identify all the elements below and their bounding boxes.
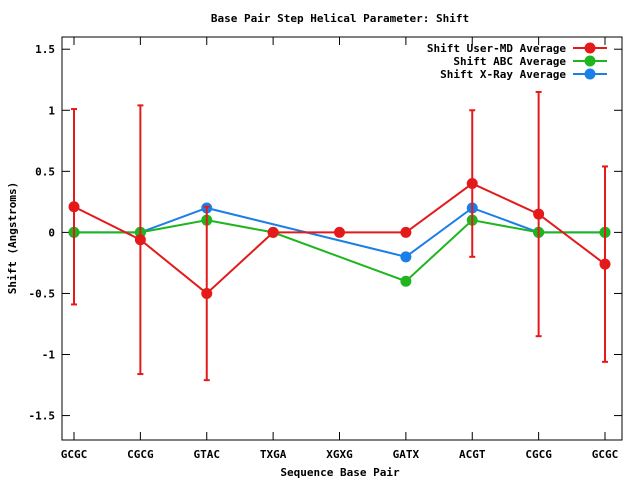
x-tick-label: CGCG bbox=[127, 448, 154, 461]
data-point bbox=[267, 226, 279, 238]
x-tick-label: GATX bbox=[393, 448, 420, 461]
x-axis-label: Sequence Base Pair bbox=[280, 466, 400, 479]
x-tick-label: GCGC bbox=[592, 448, 619, 461]
data-point bbox=[533, 208, 545, 220]
data-point bbox=[68, 201, 80, 213]
x-tick-label: CGCG bbox=[525, 448, 552, 461]
data-point bbox=[334, 226, 345, 238]
x-tick-label: ACGT bbox=[459, 448, 486, 461]
data-point bbox=[466, 178, 478, 190]
x-tick-label: TXGA bbox=[260, 448, 287, 461]
legend-swatch-marker bbox=[584, 68, 596, 80]
y-tick-label: 1 bbox=[48, 104, 55, 117]
data-point bbox=[134, 234, 146, 246]
legend-label: Shift User-MD Average bbox=[427, 42, 566, 55]
series-0 bbox=[68, 90, 611, 382]
data-point bbox=[400, 251, 412, 263]
y-axis-label: Shift (Angstroms) bbox=[6, 182, 19, 295]
data-point bbox=[201, 287, 213, 299]
plot-frame bbox=[61, 36, 623, 441]
y-tick-label: -1 bbox=[42, 349, 56, 362]
series-line bbox=[74, 219, 605, 283]
x-axis: GCGC CGCG GTAC TXGA XGXG GATX ACGT CGCG GCGC bbox=[61, 37, 619, 461]
series-1 bbox=[68, 214, 611, 287]
y-tick-label: 1.5 bbox=[35, 43, 55, 56]
y-tick-label: -0.5 bbox=[29, 287, 56, 300]
x-tick-label: GTAC bbox=[194, 448, 221, 461]
legend-label: Shift X-Ray Average bbox=[440, 68, 566, 81]
y-tick-label: 0.5 bbox=[35, 165, 55, 178]
series-layer bbox=[68, 90, 611, 382]
x-tick-label: XGXG bbox=[326, 448, 353, 461]
data-point bbox=[599, 258, 611, 270]
data-point bbox=[400, 226, 412, 238]
series-line bbox=[73, 182, 606, 295]
legend-swatch-marker bbox=[584, 55, 596, 67]
y-tick-label: -1.5 bbox=[29, 410, 56, 423]
x-tick-label: GCGC bbox=[61, 448, 88, 461]
y-tick-label: 0 bbox=[48, 226, 55, 239]
y-axis: -1.5 -1 -0.5 0 0.5 1 1.5 bbox=[29, 43, 622, 423]
legend-label: Shift ABC Average bbox=[453, 55, 566, 68]
chart-title: Base Pair Step Helical Parameter: Shift bbox=[211, 12, 469, 25]
data-point bbox=[400, 275, 412, 287]
legend-swatch-marker bbox=[584, 42, 596, 54]
